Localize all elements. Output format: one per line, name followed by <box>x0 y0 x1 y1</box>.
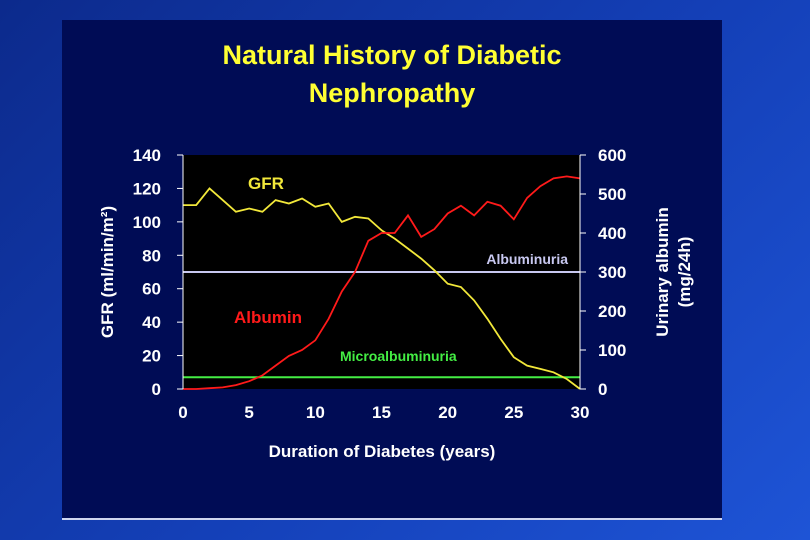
x-tick-label: 25 <box>504 403 523 422</box>
slide-title-line1: Natural History of Diabetic <box>222 40 562 70</box>
y-left-tick-label: 60 <box>142 280 161 299</box>
slide-title: Natural History of Diabetic Nephropathy <box>62 36 722 112</box>
y-right-tick-label: 600 <box>598 146 626 165</box>
y-left-axis-title: GFR (ml/min/m²) <box>98 206 117 338</box>
y-left-tick-label: 0 <box>152 380 161 399</box>
slide-title-line2: Nephropathy <box>308 78 476 108</box>
y-right-axis-title-line2: (mg/24h) <box>675 237 694 308</box>
x-tick-label: 0 <box>178 403 187 422</box>
y-left-tick-label: 20 <box>142 347 161 366</box>
y-left-tick-label: 120 <box>133 179 161 198</box>
y-right-tick-label: 0 <box>598 380 607 399</box>
series-line-albumin <box>183 175 581 390</box>
x-axis-title: Duration of Diabetes (years) <box>269 442 496 461</box>
x-tick-label: 5 <box>244 403 253 422</box>
series-label-gfr: GFR <box>248 174 284 193</box>
y-right-axis-title-line1: Urinary albumin <box>653 207 672 336</box>
x-tick-label: 30 <box>571 403 590 422</box>
x-tick-label: 10 <box>306 403 325 422</box>
reference-label-albuminuria: Albuminuria <box>486 251 568 267</box>
x-tick-label: 15 <box>372 403 391 422</box>
slide-panel-divider <box>62 518 722 520</box>
reference-label-microalbuminuria: Microalbuminuria <box>340 348 457 364</box>
y-right-tick-label: 200 <box>598 302 626 321</box>
y-right-tick-label: 300 <box>598 263 626 282</box>
y-left-tick-label: 80 <box>142 246 161 265</box>
y-right-tick-label: 400 <box>598 224 626 243</box>
y-left-tick-label: 140 <box>133 146 161 165</box>
x-tick-label: 20 <box>438 403 457 422</box>
y-left-tick-label: 40 <box>142 313 161 332</box>
y-right-tick-label: 500 <box>598 185 626 204</box>
series-label-albumin: Albumin <box>234 308 302 327</box>
y-right-tick-label: 100 <box>598 341 626 360</box>
y-left-tick-label: 100 <box>133 213 161 232</box>
series-line-gfr <box>183 187 581 390</box>
